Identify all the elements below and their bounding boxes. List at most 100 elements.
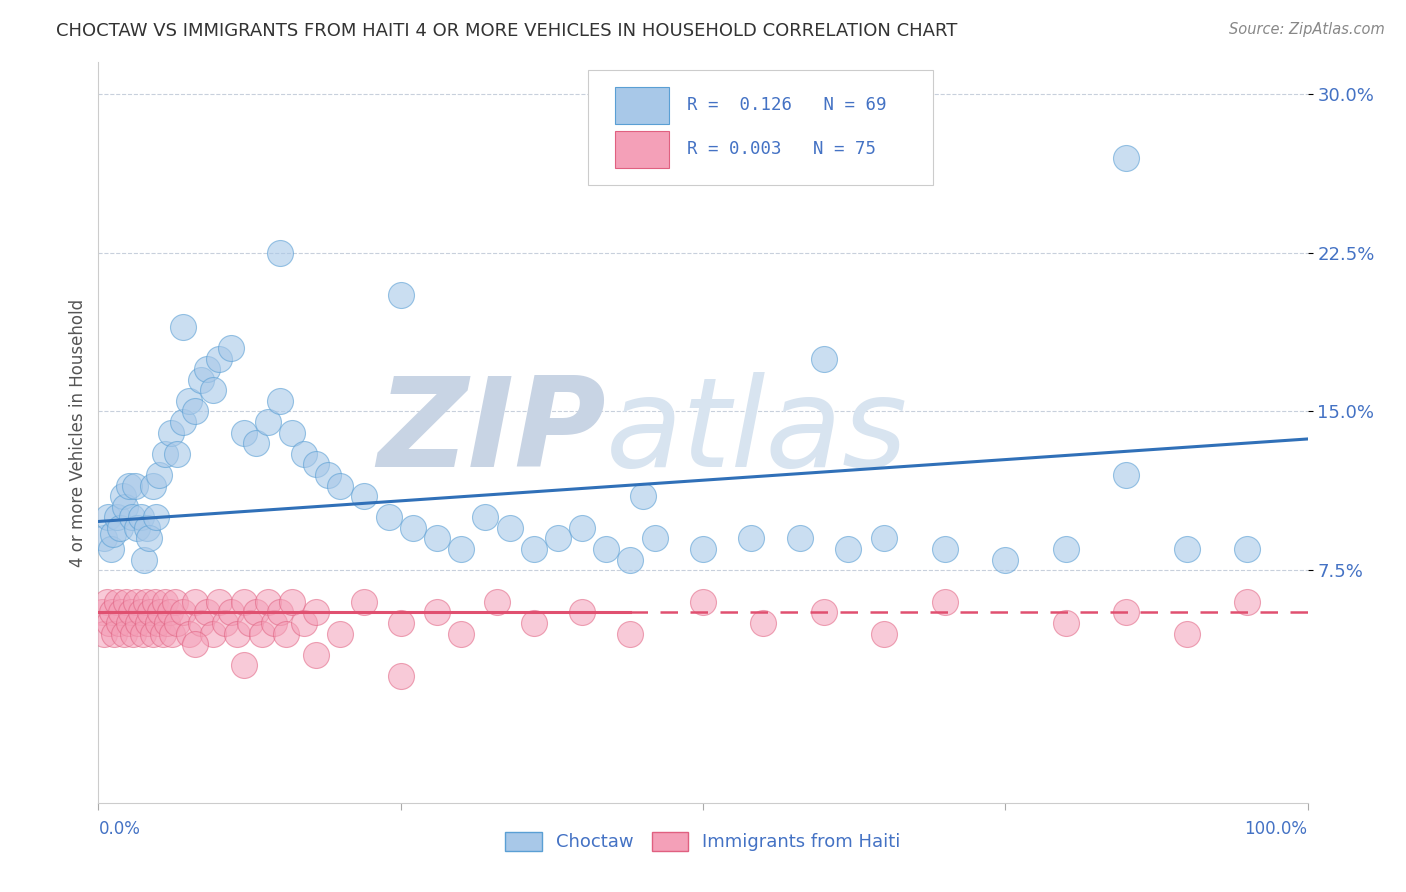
Point (120, 606, 142, 620)
Point (114, 500, 136, 514)
Point (426, 606, 449, 620)
Point (813, 351, 835, 366)
Point (571, 521, 593, 535)
Point (498, 521, 520, 535)
Point (1175, 626, 1198, 640)
Point (692, 541, 714, 556)
Point (202, 384, 225, 398)
Point (125, 595, 148, 609)
Point (124, 478, 146, 492)
Point (179, 626, 201, 640)
Point (100, 541, 122, 556)
Point (873, 532, 896, 546)
Point (619, 626, 641, 640)
Point (426, 532, 449, 546)
Point (105, 595, 128, 609)
Point (145, 510, 167, 524)
Point (789, 532, 811, 546)
Point (450, 541, 472, 556)
Point (269, 606, 291, 620)
Point (1175, 541, 1198, 556)
Point (837, 541, 859, 556)
Point (523, 615, 546, 630)
Point (93, 532, 115, 546)
Point (184, 404, 207, 418)
Point (98, 615, 121, 630)
Point (190, 373, 212, 387)
Point (202, 626, 225, 640)
Text: Source: ZipAtlas.com: Source: ZipAtlas.com (1229, 22, 1385, 37)
Point (163, 595, 186, 609)
Point (214, 615, 236, 630)
Point (153, 447, 176, 461)
Point (239, 615, 262, 630)
Point (96, 595, 118, 609)
Point (292, 615, 315, 630)
Text: 0.0%: 0.0% (98, 820, 141, 838)
Point (172, 415, 194, 429)
Point (934, 541, 956, 556)
Point (221, 341, 243, 355)
Point (305, 648, 328, 662)
Point (329, 478, 352, 492)
Point (122, 626, 145, 640)
Point (619, 552, 641, 566)
Point (179, 393, 201, 408)
Point (135, 521, 157, 535)
Point (172, 319, 194, 334)
Point (305, 458, 328, 472)
Point (146, 615, 169, 630)
Point (1115, 151, 1137, 165)
Point (316, 467, 339, 482)
Point (118, 478, 141, 492)
Point (127, 521, 149, 535)
Point (153, 595, 176, 609)
Point (172, 606, 194, 620)
Point (245, 436, 267, 450)
Point (994, 552, 1017, 566)
Point (245, 606, 267, 620)
FancyBboxPatch shape (614, 87, 669, 124)
Point (571, 606, 593, 620)
Point (269, 245, 291, 260)
Point (184, 595, 207, 609)
Point (136, 615, 159, 630)
Point (138, 532, 160, 546)
Point (523, 541, 546, 556)
Point (256, 415, 278, 429)
Text: 100.0%: 100.0% (1244, 820, 1308, 838)
Point (115, 595, 138, 609)
Point (195, 362, 218, 376)
Point (474, 510, 496, 524)
Point (156, 615, 179, 630)
Point (353, 595, 375, 609)
Point (105, 510, 128, 524)
Point (450, 626, 472, 640)
Point (142, 626, 165, 640)
Point (631, 489, 654, 503)
Point (813, 606, 835, 620)
Point (274, 626, 297, 640)
Point (208, 351, 231, 366)
Point (121, 510, 143, 524)
Point (195, 606, 218, 620)
Point (752, 615, 775, 630)
Point (250, 626, 273, 640)
Legend: Choctaw, Immigrants from Haiti: Choctaw, Immigrants from Haiti (496, 823, 910, 861)
Point (208, 595, 231, 609)
Point (129, 510, 152, 524)
Point (184, 637, 207, 651)
Point (269, 393, 291, 408)
Point (1054, 541, 1077, 556)
Point (389, 669, 412, 683)
Point (159, 606, 181, 620)
Point (166, 615, 188, 630)
Point (108, 521, 131, 535)
Text: CHOCTAW VS IMMIGRANTS FROM HAITI 4 OR MORE VEHICLES IN HOUSEHOLD CORRELATION CHA: CHOCTAW VS IMMIGRANTS FROM HAITI 4 OR MO… (56, 22, 957, 40)
Point (91, 606, 114, 620)
Point (1054, 615, 1077, 630)
Point (166, 447, 188, 461)
Point (1115, 467, 1137, 482)
Point (111, 489, 134, 503)
Point (305, 606, 328, 620)
